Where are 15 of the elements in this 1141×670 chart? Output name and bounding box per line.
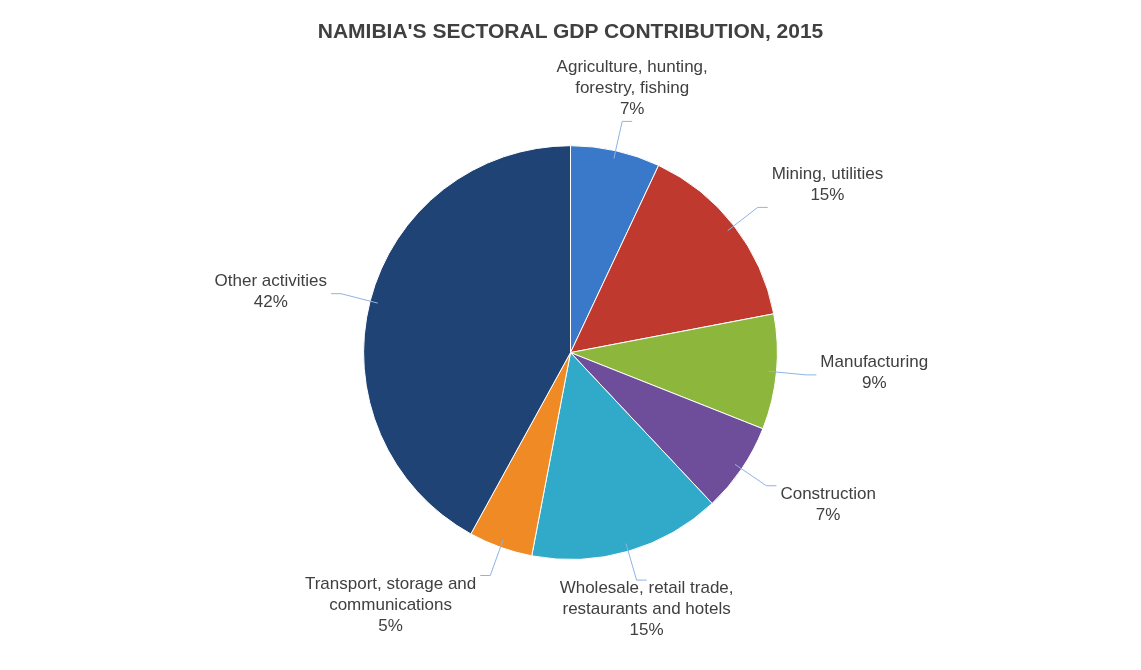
slice-label: Wholesale, retail trade, restaurants and hotels [559,578,734,619]
slice-label: Mining, utilities [771,163,884,183]
slice-label: Transport, storage and communications [304,573,477,614]
data-label: 9% [861,373,887,393]
data-label: 15% [629,620,664,640]
data-label: 15% [810,184,845,204]
data-label: 7% [619,98,645,118]
slice-label: Manufacturing [820,352,929,372]
slice-label: Other activities [214,270,328,290]
data-label: 5% [378,615,403,635]
data-label: 7% [815,504,841,524]
chart-title: NAMIBIA'S SECTORAL GDP CONTRIBUTION, 2015 [317,19,824,43]
slice-label: Construction [780,483,876,503]
data-label: 42% [253,291,288,311]
slice-label: Agriculture, hunting, forestry, fishing [556,56,708,97]
